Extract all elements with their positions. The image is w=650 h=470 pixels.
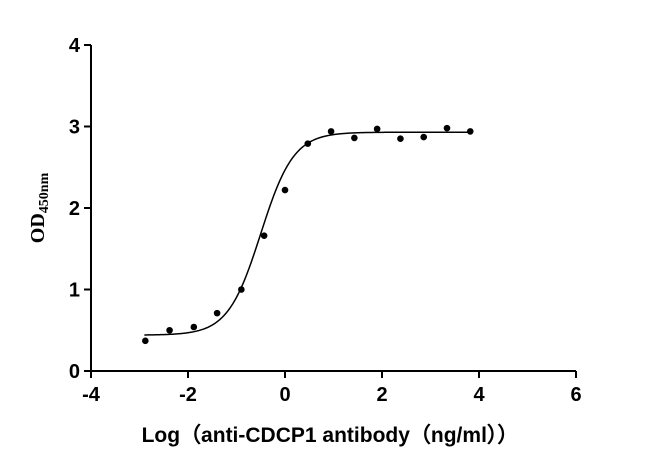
fit-curve	[144, 131, 472, 336]
data-point	[190, 323, 198, 331]
data-point	[304, 140, 312, 147]
data-points	[142, 124, 474, 345]
data-point	[142, 337, 149, 345]
y-axis-ticks: 0 1 2 3 4	[69, 35, 91, 383]
data-point	[213, 309, 221, 317]
x-tick-label: 2	[376, 384, 387, 406]
data-point	[327, 128, 335, 135]
data-point	[281, 186, 289, 194]
x-tick-label: 4	[473, 384, 485, 406]
data-point	[238, 286, 245, 293]
x-axis-ticks: -4 -2 0 2 4 6	[82, 371, 582, 406]
y-tick-label: 4	[69, 35, 81, 57]
data-point	[166, 326, 173, 334]
y-tick-label: 0	[69, 361, 80, 383]
data-point	[466, 128, 474, 135]
y-tick-label: 2	[69, 198, 80, 220]
y-tick-label: 1	[69, 280, 80, 302]
data-point	[397, 135, 404, 143]
x-tick-label: 0	[279, 384, 290, 406]
x-tick-label: -2	[179, 384, 197, 406]
axes	[90, 45, 576, 372]
data-point	[373, 125, 381, 133]
y-axis-label-subscript: 450nm	[37, 172, 52, 213]
x-axis-label: Log（anti-CDCP1 antibody（ng/ml））	[142, 423, 519, 447]
y-tick-label: 3	[69, 117, 80, 139]
data-point	[420, 133, 428, 141]
y-axis-label: OD450nm	[27, 172, 52, 243]
y-axis-label-main: OD	[27, 213, 49, 243]
x-tick-label: 6	[570, 384, 581, 406]
x-tick-label: -4	[82, 384, 101, 406]
data-point	[351, 134, 358, 142]
data-point	[443, 124, 451, 132]
data-point	[260, 232, 268, 240]
